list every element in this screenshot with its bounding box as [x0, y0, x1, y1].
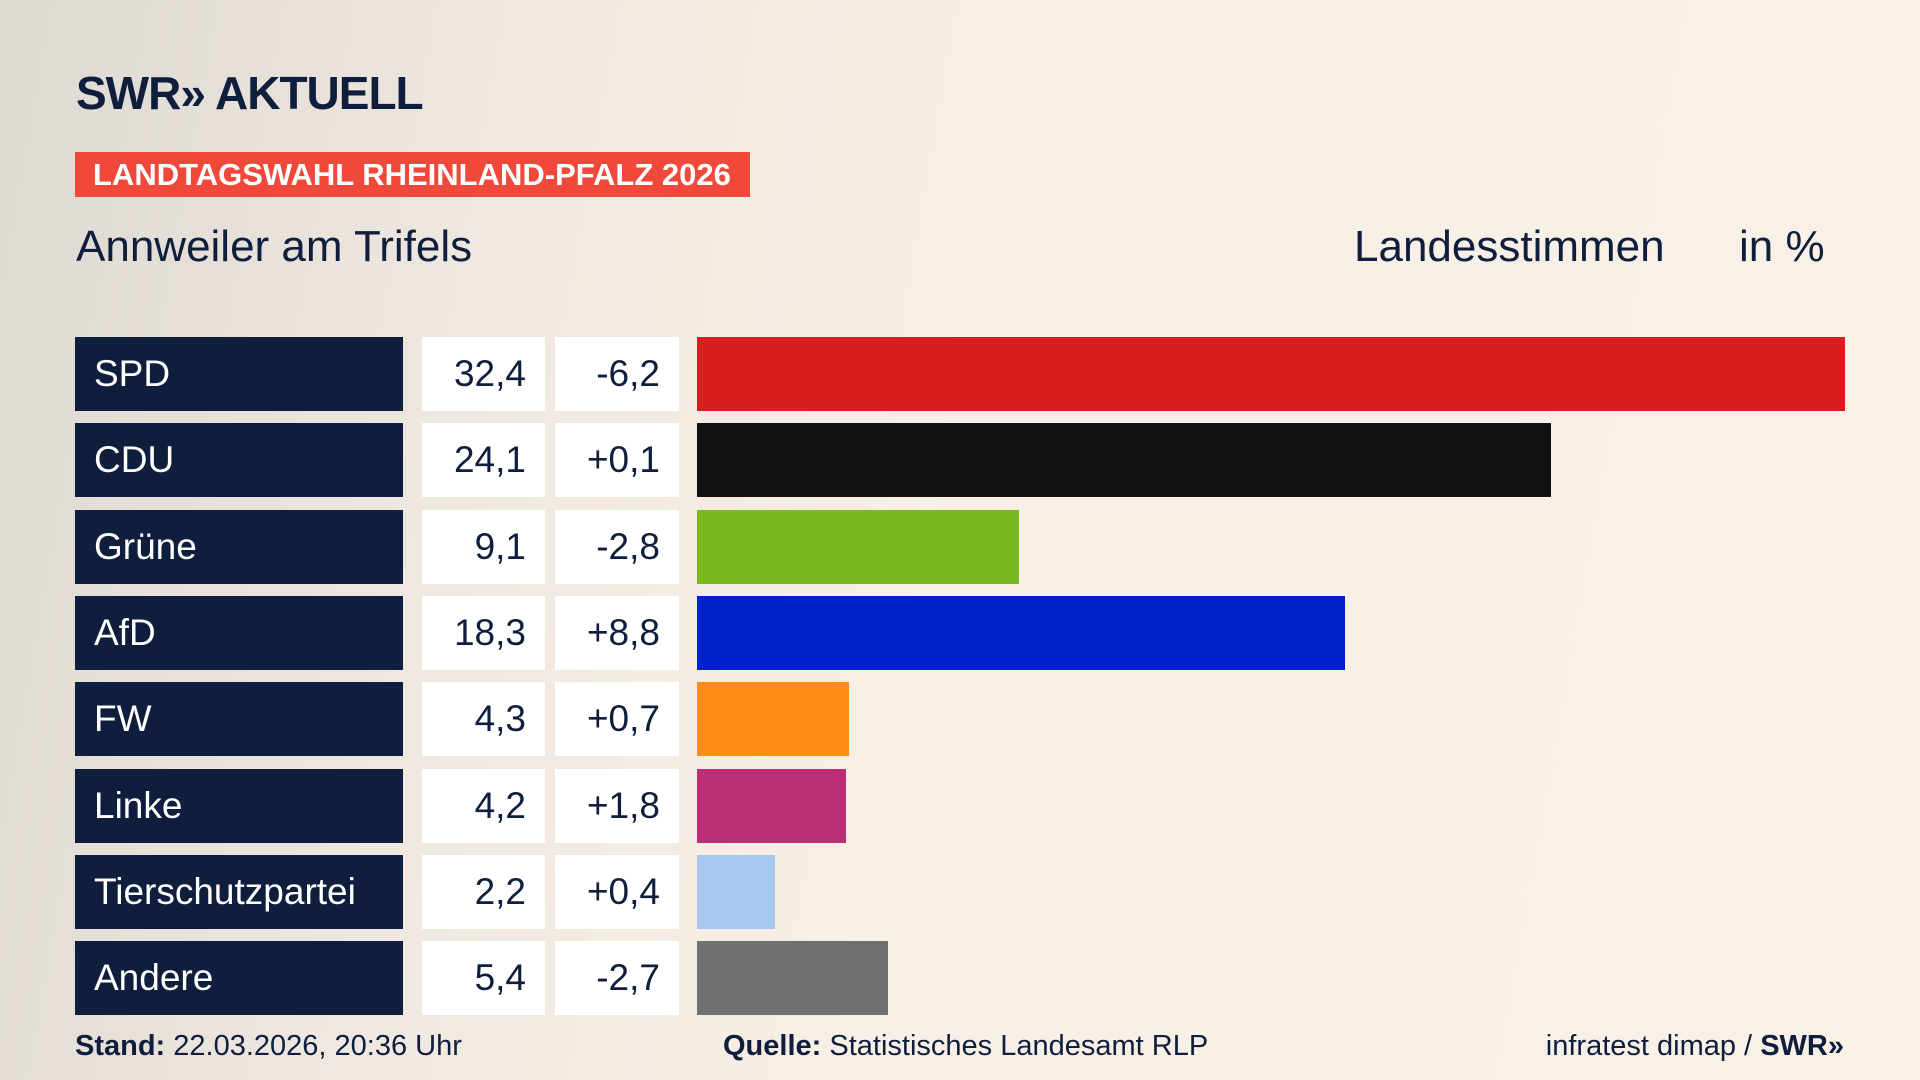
- bar: [697, 595, 1346, 670]
- value-label: 9,1: [422, 509, 545, 584]
- bar: [697, 854, 775, 929]
- source: Quelle: Statistisches Landesamt RLP: [723, 1030, 1208, 1063]
- party-label: Linke: [75, 768, 403, 843]
- value-label: 4,2: [422, 768, 545, 843]
- banner: LANDTAGSWAHL RHEINLAND-PFALZ 2026: [75, 152, 750, 197]
- stand-label: Stand:: [75, 1030, 166, 1062]
- change-label: +1,8: [555, 768, 679, 843]
- change-label: +0,1: [555, 423, 679, 498]
- change-label: +0,7: [555, 682, 679, 757]
- bar: [697, 682, 850, 757]
- stand: Stand: 22.03.2026, 20:36 Uhr: [75, 1030, 462, 1063]
- unit: in %: [1739, 222, 1825, 271]
- bar: [697, 768, 846, 843]
- credit-arrows: »: [1827, 1030, 1844, 1062]
- chart-subtitle: Landesstimmen: [1354, 222, 1665, 271]
- logo-suffix: AKTUELL: [215, 67, 424, 119]
- party-label: Tierschutzpartei: [75, 854, 403, 929]
- credit-text: infratest dimap /: [1545, 1030, 1753, 1062]
- change-label: -2,8: [555, 509, 679, 584]
- value-label: 24,1: [422, 423, 545, 498]
- party-label: Andere: [75, 941, 403, 1016]
- change-label: -2,7: [555, 941, 679, 1016]
- party-label: SPD: [75, 337, 403, 411]
- party-label: CDU: [75, 423, 403, 498]
- source-label: Quelle:: [723, 1030, 822, 1062]
- bar: [697, 337, 1845, 411]
- value-label: 5,4: [422, 941, 545, 1016]
- value-label: 4,3: [422, 682, 545, 757]
- bar: [697, 941, 889, 1016]
- bar: [697, 423, 1551, 498]
- value-label: 2,2: [422, 854, 545, 929]
- value-label: 18,3: [422, 595, 545, 670]
- logo-text: SWR: [76, 67, 181, 119]
- party-label: Grüne: [75, 509, 403, 584]
- change-label: +0,4: [555, 854, 679, 929]
- credit: infratest dimap / SWR»: [1546, 1030, 1844, 1063]
- logo-arrows: »: [180, 67, 206, 119]
- source-value: Statistisches Landesamt RLP: [829, 1030, 1209, 1062]
- logo: SWR» AKTUELL: [76, 66, 424, 120]
- credit-logo: SWR: [1760, 1030, 1828, 1062]
- bar: [697, 509, 1020, 584]
- value-label: 32,4: [422, 337, 545, 411]
- party-label: AfD: [75, 595, 403, 670]
- chart-title: Annweiler am Trifels: [76, 222, 473, 271]
- party-label: FW: [75, 682, 403, 757]
- stand-value: 22.03.2026, 20:36 Uhr: [173, 1030, 462, 1062]
- change-label: +8,8: [555, 595, 679, 670]
- change-label: -6,2: [555, 337, 679, 411]
